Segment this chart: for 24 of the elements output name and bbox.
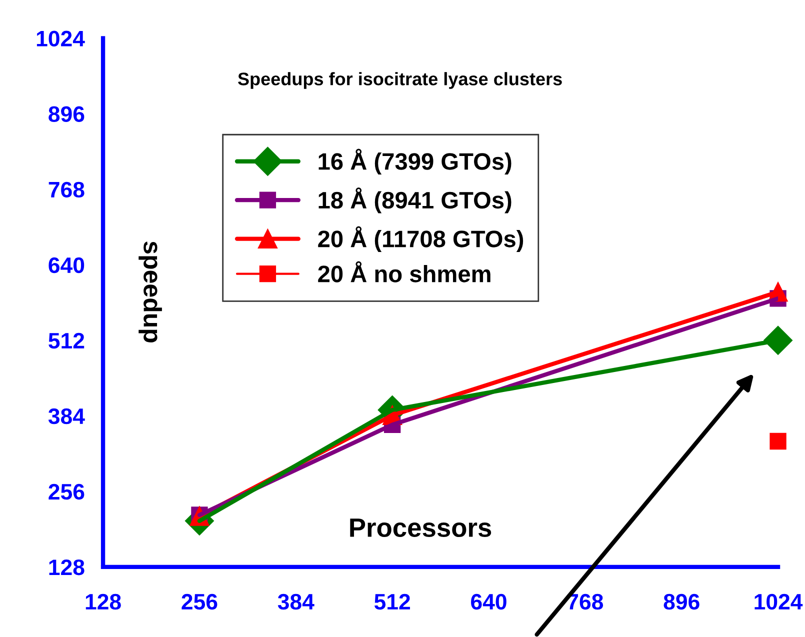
point [770,432,786,450]
y-tick-label: 512 [48,332,84,349]
legend-label: 18 Å (8941 GTOs) [318,188,512,214]
y-tick-label: 640 [48,257,84,274]
x-tick-label: 256 [182,594,218,610]
x-tick-label: 640 [471,594,506,610]
legend-label: 20 Å (11708 GTOs) [318,226,524,252]
y-tick-label: 896 [48,106,84,122]
x-tick-label: 768 [568,594,604,610]
x-tick-label: 128 [86,594,121,610]
y-axis-title: speedup [138,241,162,342]
x-axis-title: Processors [350,518,492,538]
x-tick-label: 896 [664,594,700,610]
y-tick-label: 256 [48,484,84,500]
y-tick-label: 128 [49,559,84,576]
legend-label: 20 Å no shmem [318,261,490,282]
legend-label: 16 Å (7399 GTOs) [318,148,512,175]
x-tick-label: 384 [278,594,314,610]
text: Speedups for isocitrate lyase clusters [238,72,562,89]
x-tick-label: 1024 [754,594,803,610]
y-tick-label: 1024 [36,30,85,46]
x-tick-label: 512 [374,594,410,610]
y-tick-label: 384 [48,408,85,424]
y-tick-label: 768 [48,182,84,198]
